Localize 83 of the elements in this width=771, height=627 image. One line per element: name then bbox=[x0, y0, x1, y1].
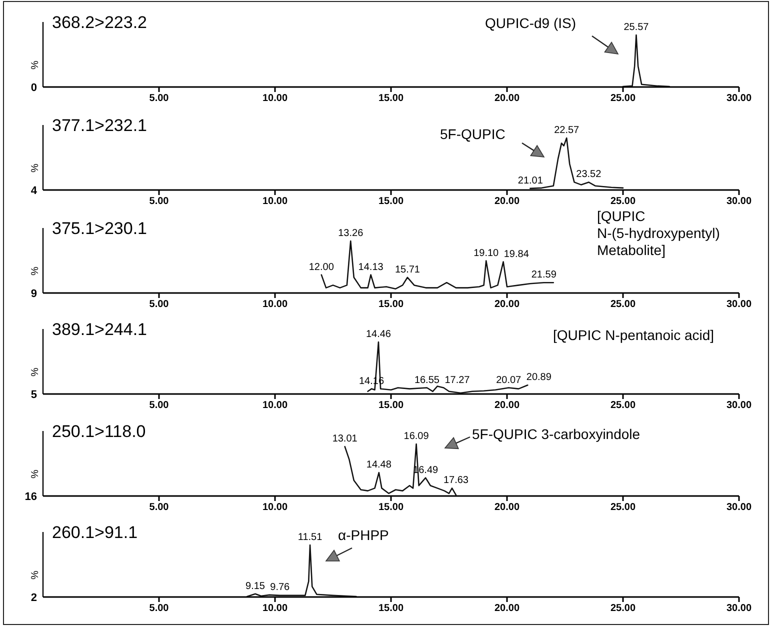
annotation: [QUPIC N-pentanoic acid] bbox=[553, 327, 714, 343]
x-tick-label: 5.00 bbox=[149, 603, 170, 614]
x-tick-label: 25.00 bbox=[610, 196, 636, 208]
annotation: 21.01 bbox=[518, 175, 544, 186]
x-tick-label: 20.00 bbox=[494, 299, 520, 310]
x-tick-label: 15.00 bbox=[378, 603, 404, 614]
annotation: 17.63 bbox=[443, 475, 469, 486]
x-tick-label: 15.00 bbox=[378, 196, 404, 208]
x-tick-label: 20.00 bbox=[494, 400, 520, 412]
x-tick-label: 30.00 bbox=[726, 400, 752, 412]
annotation: 17.27 bbox=[444, 374, 470, 386]
x-tick-label: 5.00 bbox=[149, 400, 170, 412]
annotation: 13.26 bbox=[338, 228, 364, 239]
annotation: 9.15 bbox=[246, 580, 266, 592]
text: 0 bbox=[30, 82, 37, 94]
x-tick-label: 5.00 bbox=[149, 299, 170, 310]
annotation: 20.07 bbox=[496, 374, 522, 386]
x-tick-label: 25.00 bbox=[610, 299, 636, 310]
x-tick-label: 15.00 bbox=[378, 299, 404, 310]
x-tick-label: 10.00 bbox=[262, 603, 288, 614]
chart-title: 260.1>91.1 bbox=[52, 523, 138, 542]
text: 5F-QUPIC 3-carboxyindole bbox=[472, 426, 640, 442]
x-tick-label: 20.00 bbox=[494, 93, 520, 104]
x-tick-label: 20.00 bbox=[494, 603, 520, 614]
x-tick-label: 5.00 bbox=[149, 93, 170, 104]
y-axis-title: % bbox=[30, 469, 41, 478]
annotation: 14.48 bbox=[366, 460, 392, 471]
y-axis-title: % bbox=[30, 570, 41, 580]
annotation: 20.89 bbox=[526, 372, 552, 384]
x-tick-label: 5.00 bbox=[149, 502, 170, 514]
text: 16 bbox=[24, 491, 37, 503]
x-tick-label: 15.00 bbox=[378, 502, 404, 514]
y-axis-title: % bbox=[30, 163, 41, 172]
x-tick-label: 30.00 bbox=[726, 502, 752, 514]
annotation: 19.10 bbox=[474, 248, 500, 259]
x-tick-label: 15.00 bbox=[378, 400, 404, 412]
x-tick-label: 10.00 bbox=[262, 299, 288, 310]
x-tick-label: 25.00 bbox=[610, 400, 636, 412]
y-axis-title: % bbox=[30, 60, 41, 70]
x-tick-label: 30.00 bbox=[726, 93, 752, 104]
annotation: 16.55 bbox=[414, 374, 440, 386]
y-axis-title: % bbox=[30, 266, 41, 276]
x-tick-label: 10.00 bbox=[262, 502, 288, 514]
annotation: 14.46 bbox=[366, 329, 392, 340]
chart-title: 389.1>244.1 bbox=[52, 320, 148, 339]
annotation: 19.84 bbox=[504, 248, 530, 260]
annotation: 12.00 bbox=[308, 262, 334, 273]
annotation: 16.09 bbox=[404, 431, 430, 442]
x-tick-label: 30.00 bbox=[726, 196, 752, 208]
x-tick-label: 25.00 bbox=[610, 93, 636, 104]
annotation: 5F-QUPIC bbox=[440, 126, 506, 142]
text: 2 bbox=[30, 592, 37, 604]
chart-title: 250.1>118.0 bbox=[52, 422, 146, 441]
annotation: 23.52 bbox=[576, 169, 602, 180]
chart-title: 368.2>223.2 bbox=[52, 13, 148, 32]
x-tick-label: 10.00 bbox=[262, 93, 288, 104]
text: QUPIC-d9 (IS) bbox=[485, 15, 576, 31]
x-tick-label: 10.00 bbox=[262, 400, 288, 412]
x-tick-label: 5.00 bbox=[149, 196, 170, 208]
annotation: [QUPIC N-(5-hydroxypentyl) Metabolite] bbox=[597, 208, 720, 258]
annotation: 13.01 bbox=[332, 434, 358, 445]
annotation: 14.13 bbox=[358, 262, 384, 273]
annotation: 11.51 bbox=[298, 532, 323, 543]
text: 5 bbox=[30, 389, 37, 401]
annotation: 9.76 bbox=[270, 582, 290, 593]
y-axis-title: % bbox=[30, 367, 41, 376]
x-tick-label: 20.00 bbox=[494, 502, 520, 514]
text: 9 bbox=[30, 288, 37, 300]
x-tick-label: 20.00 bbox=[494, 196, 520, 208]
x-tick-label: 30.00 bbox=[726, 603, 752, 614]
annotation: 21.59 bbox=[531, 270, 557, 281]
x-tick-label: 15.00 bbox=[378, 93, 404, 104]
x-tick-label: 30.00 bbox=[726, 299, 752, 310]
text: α-PHPP bbox=[338, 527, 389, 543]
chart-title: 375.1>230.1 bbox=[52, 219, 148, 238]
annotation: 25.57 bbox=[624, 22, 650, 33]
text: 4 bbox=[30, 185, 38, 197]
x-tick-label: 25.00 bbox=[610, 603, 636, 614]
annotation: 22.57 bbox=[554, 125, 580, 136]
x-tick-label: 25.00 bbox=[610, 502, 636, 514]
annotation: 15.71 bbox=[394, 264, 420, 276]
chart-title: 377.1>232.1 bbox=[52, 116, 148, 135]
x-tick-label: 10.00 bbox=[262, 196, 288, 208]
